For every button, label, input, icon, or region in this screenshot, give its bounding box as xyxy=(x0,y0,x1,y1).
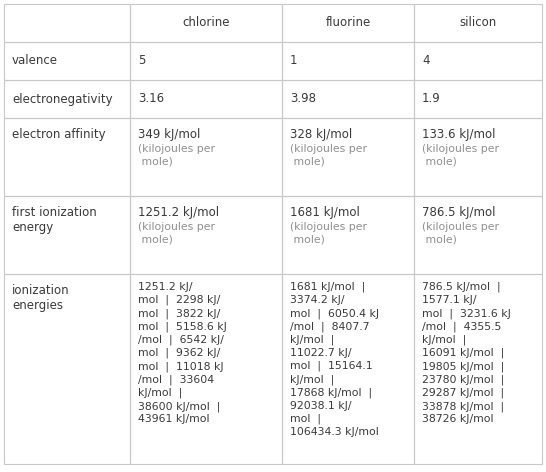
Bar xyxy=(282,80,414,118)
Bar xyxy=(4,80,130,118)
Text: mole): mole) xyxy=(422,156,457,166)
Bar xyxy=(4,274,130,464)
Bar xyxy=(414,118,542,196)
Text: ionization
energies: ionization energies xyxy=(12,284,70,312)
Text: 1681 kJ/mol  |
3374.2 kJ/
mol  |  6050.4 kJ
/mol  |  8407.7
kJ/mol  |
11022.7 kJ: 1681 kJ/mol | 3374.2 kJ/ mol | 6050.4 kJ… xyxy=(290,282,379,437)
Bar xyxy=(414,274,542,464)
Text: 1: 1 xyxy=(290,54,298,67)
Bar xyxy=(4,196,130,274)
Text: first ionization
energy: first ionization energy xyxy=(12,206,97,234)
Text: (kilojoules per: (kilojoules per xyxy=(138,144,215,154)
Text: mole): mole) xyxy=(138,156,173,166)
Bar xyxy=(282,42,414,80)
Bar xyxy=(130,42,282,80)
Bar xyxy=(130,80,282,118)
Bar xyxy=(414,196,542,274)
Text: 1251.2 kJ/mol: 1251.2 kJ/mol xyxy=(138,206,219,219)
Bar xyxy=(282,274,414,464)
Text: (kilojoules per: (kilojoules per xyxy=(422,222,499,232)
Text: 349 kJ/mol: 349 kJ/mol xyxy=(138,128,200,141)
Bar xyxy=(4,118,130,196)
Text: (kilojoules per: (kilojoules per xyxy=(138,222,215,232)
Text: 5: 5 xyxy=(138,54,145,67)
Bar xyxy=(414,42,542,80)
Bar xyxy=(414,4,542,42)
Text: mole): mole) xyxy=(138,234,173,244)
Text: electronegativity: electronegativity xyxy=(12,93,112,106)
Text: (kilojoules per: (kilojoules per xyxy=(422,144,499,154)
Text: 1251.2 kJ/
mol  |  2298 kJ/
mol  |  3822 kJ/
mol  |  5158.6 kJ
/mol  |  6542 kJ/: 1251.2 kJ/ mol | 2298 kJ/ mol | 3822 kJ/… xyxy=(138,282,227,424)
Text: valence: valence xyxy=(12,54,58,67)
Text: 133.6 kJ/mol: 133.6 kJ/mol xyxy=(422,128,496,141)
Bar xyxy=(130,4,282,42)
Bar xyxy=(130,274,282,464)
Text: mole): mole) xyxy=(422,234,457,244)
Text: electron affinity: electron affinity xyxy=(12,128,105,141)
Text: 786.5 kJ/mol: 786.5 kJ/mol xyxy=(422,206,496,219)
Text: 786.5 kJ/mol  |
1577.1 kJ/
mol  |  3231.6 kJ
/mol  |  4355.5
kJ/mol  |
16091 kJ/: 786.5 kJ/mol | 1577.1 kJ/ mol | 3231.6 k… xyxy=(422,282,511,424)
Text: 1.9: 1.9 xyxy=(422,93,441,106)
Text: (kilojoules per: (kilojoules per xyxy=(290,144,367,154)
Bar xyxy=(130,118,282,196)
Text: mole): mole) xyxy=(290,234,325,244)
Bar xyxy=(414,80,542,118)
Text: mole): mole) xyxy=(290,156,325,166)
Bar xyxy=(130,196,282,274)
Text: 1681 kJ/mol: 1681 kJ/mol xyxy=(290,206,360,219)
Bar xyxy=(4,4,130,42)
Bar xyxy=(282,118,414,196)
Text: 4: 4 xyxy=(422,54,430,67)
Text: fluorine: fluorine xyxy=(325,17,371,29)
Text: 3.98: 3.98 xyxy=(290,93,316,106)
Bar xyxy=(282,4,414,42)
Text: 3.16: 3.16 xyxy=(138,93,164,106)
Text: silicon: silicon xyxy=(459,17,497,29)
Bar xyxy=(282,196,414,274)
Text: 328 kJ/mol: 328 kJ/mol xyxy=(290,128,352,141)
Text: chlorine: chlorine xyxy=(182,17,230,29)
Bar xyxy=(4,42,130,80)
Text: (kilojoules per: (kilojoules per xyxy=(290,222,367,232)
